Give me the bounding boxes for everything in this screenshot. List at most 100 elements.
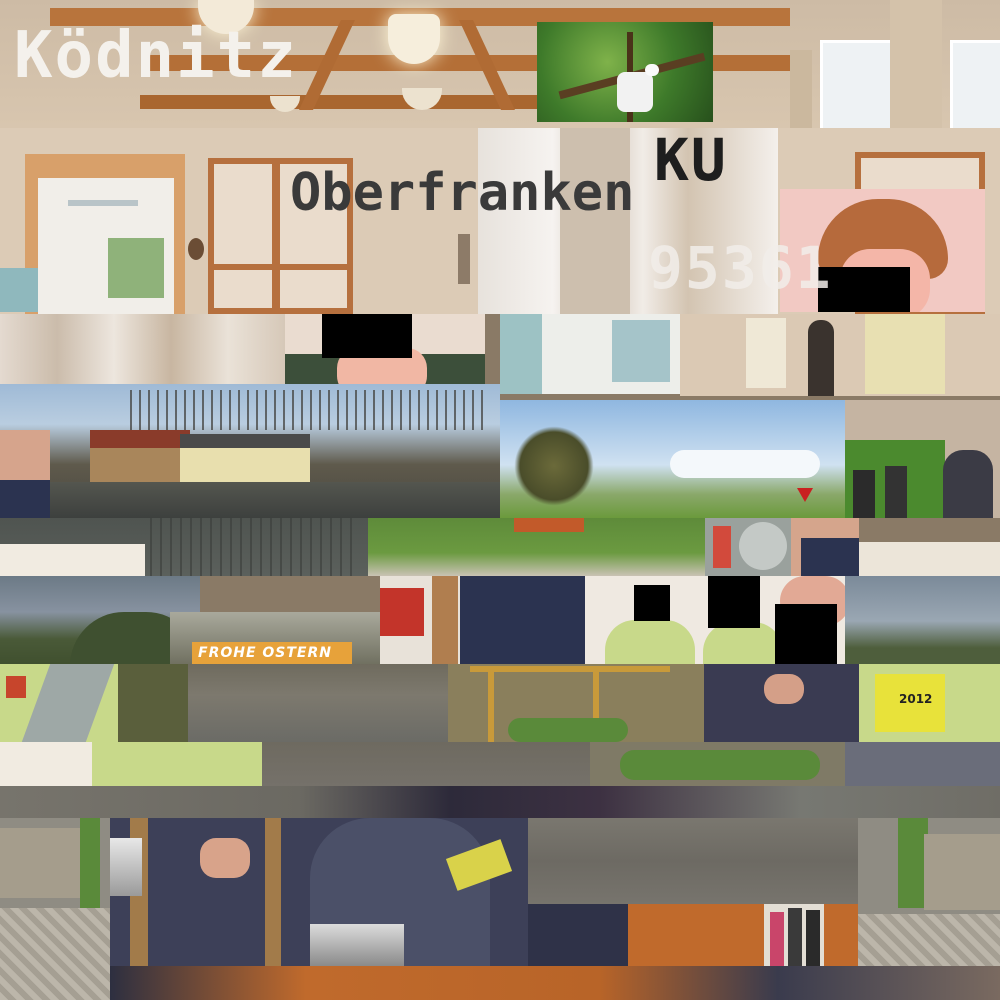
wooden-floor-photo bbox=[528, 904, 858, 966]
meeting-suits-photo bbox=[380, 576, 585, 666]
place-name-title: Ködnitz bbox=[14, 19, 298, 93]
ceiling-lamp bbox=[388, 14, 440, 64]
slide-image bbox=[108, 238, 164, 298]
stone-trough bbox=[924, 834, 1000, 910]
window bbox=[950, 40, 1000, 128]
chair bbox=[432, 576, 458, 666]
chair bbox=[265, 818, 281, 1000]
mountain-thumbnail bbox=[310, 924, 404, 966]
climber-figure bbox=[617, 72, 653, 112]
ceiling-lamp bbox=[402, 88, 442, 110]
curtain bbox=[890, 0, 942, 128]
wall-clock bbox=[188, 238, 204, 260]
portrait-photo bbox=[780, 189, 985, 312]
postal-code: 95361 bbox=[648, 234, 833, 302]
slide-heading bbox=[68, 200, 138, 206]
cabin bbox=[514, 518, 584, 532]
region-name: Oberfranken bbox=[290, 163, 635, 223]
river-surface-photo bbox=[528, 818, 858, 904]
curtain bbox=[790, 50, 812, 128]
presentation-slide-photo bbox=[500, 314, 680, 394]
yield-sign bbox=[797, 488, 813, 502]
window bbox=[820, 40, 896, 128]
riverside-village-photo bbox=[0, 384, 500, 518]
easter-fountain-photo bbox=[448, 664, 704, 742]
wooden-floor-photo bbox=[110, 966, 1000, 1000]
smoke bbox=[739, 522, 787, 570]
wall-panel-photo bbox=[859, 542, 1000, 576]
hand bbox=[200, 838, 250, 878]
stone-fountain-photo bbox=[0, 818, 110, 1000]
wooden-table bbox=[528, 904, 628, 966]
easter-fountain-photo bbox=[590, 742, 845, 786]
neckerchief bbox=[21, 664, 115, 742]
projection-screen bbox=[38, 178, 174, 314]
cobblestones bbox=[0, 908, 110, 1000]
hand bbox=[764, 674, 804, 704]
worker bbox=[713, 526, 731, 568]
river-reflection-photo bbox=[0, 518, 368, 576]
pond-water bbox=[0, 482, 500, 518]
sticky-notes bbox=[500, 314, 542, 394]
stone-fountain-photo bbox=[858, 818, 1000, 966]
bare-trees bbox=[130, 390, 490, 430]
cloudy-riverbank-photo bbox=[845, 576, 1000, 666]
certificate-photo: 2012 bbox=[859, 664, 1000, 742]
hall-curtains-photo bbox=[0, 314, 285, 396]
park-meadow-photo bbox=[500, 400, 845, 518]
yellow-certificate bbox=[875, 674, 945, 732]
garland bbox=[620, 750, 820, 780]
people-group bbox=[764, 904, 824, 966]
face-redaction bbox=[322, 314, 412, 358]
person bbox=[885, 466, 907, 518]
scout-uniform bbox=[703, 622, 783, 666]
wooden-frame bbox=[593, 670, 599, 742]
scout-group-photo bbox=[0, 742, 262, 786]
stone-trough bbox=[0, 828, 88, 898]
meeting-hands-photo bbox=[704, 664, 859, 742]
easter-banner-text: FROHE OSTERN bbox=[198, 645, 332, 661]
poster bbox=[746, 318, 786, 388]
cobblestones bbox=[858, 914, 1000, 966]
sticky-notes bbox=[0, 268, 38, 312]
river-surface-photo bbox=[262, 742, 592, 786]
suit bbox=[801, 538, 859, 576]
face-redaction bbox=[818, 267, 910, 312]
picture-frame bbox=[458, 234, 470, 284]
door-frame bbox=[272, 164, 280, 314]
garland bbox=[898, 818, 928, 908]
wooden-frame bbox=[488, 670, 494, 742]
ceiling-lamp bbox=[270, 96, 300, 112]
audience-face-photo bbox=[0, 430, 50, 518]
wall-panel bbox=[0, 742, 92, 786]
audience-suit-photo bbox=[791, 518, 859, 576]
tree bbox=[514, 426, 594, 506]
person bbox=[853, 470, 875, 518]
suit bbox=[0, 480, 50, 518]
person bbox=[806, 910, 820, 966]
riverbank bbox=[118, 664, 188, 742]
district-code: KU bbox=[654, 126, 728, 194]
garland bbox=[80, 818, 100, 908]
face-redaction bbox=[634, 585, 670, 621]
garland bbox=[508, 718, 628, 742]
tree-climbing-photo bbox=[537, 22, 713, 122]
audience-photo bbox=[845, 742, 1000, 786]
river-surface-photo bbox=[0, 786, 1000, 818]
speaker-figure bbox=[808, 320, 834, 396]
meadow-path-photo bbox=[368, 518, 705, 576]
certificate-year: 2012 bbox=[899, 692, 933, 706]
person bbox=[943, 450, 993, 518]
wall-panel bbox=[0, 544, 145, 576]
crowd-photo bbox=[845, 400, 1000, 518]
hall-ceiling-photo bbox=[0, 0, 1000, 128]
wooden-door bbox=[208, 158, 353, 314]
scout-neckerchief-photo bbox=[0, 664, 118, 742]
cloud bbox=[670, 450, 820, 478]
speaker-at-wall-photo bbox=[680, 314, 1000, 396]
curtain bbox=[560, 128, 630, 314]
suit bbox=[460, 576, 585, 666]
rock-thumbnail bbox=[110, 838, 142, 896]
face-redaction bbox=[708, 576, 760, 628]
slide-image bbox=[612, 320, 670, 382]
